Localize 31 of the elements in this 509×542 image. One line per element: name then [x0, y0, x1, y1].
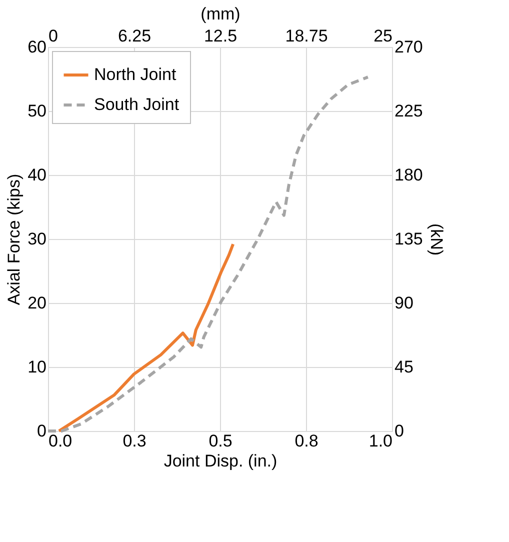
x2-tick-label: 18.75 — [285, 26, 328, 46]
y-tick-label: 0 — [37, 422, 46, 440]
line-series — [58, 242, 235, 432]
x2-tick-label: 0 — [48, 26, 58, 46]
x2-axis-title: (mm) — [200, 4, 240, 24]
y-tick-label: 50 — [28, 102, 46, 120]
x-tick-label: 0.5 — [208, 432, 232, 450]
y2-tick-label: 180 — [394, 166, 423, 184]
y2-tick-label: 90 — [394, 294, 414, 312]
y2-tick-label: 135 — [394, 230, 423, 248]
y2-tick-label: 45 — [394, 358, 414, 376]
y-tick-label: 40 — [28, 166, 46, 184]
x-axis-title: Joint Disp. (in.) — [164, 452, 278, 470]
legend-label: South Joint — [94, 95, 180, 114]
y-tick-label: 20 — [28, 294, 46, 312]
x2-tick-label: 6.25 — [118, 26, 152, 46]
y2-axis-title: (kN) — [426, 223, 446, 256]
y2-tick-label: 225 — [394, 102, 423, 120]
y2-tick-label: 270 — [394, 38, 423, 56]
x-tick-label: 1.0 — [368, 432, 392, 450]
x-tick-label: 0.0 — [48, 432, 72, 450]
x2-tick-label: 12.5 — [204, 26, 238, 46]
x-tick-label: 0.3 — [122, 432, 146, 450]
x2-tick-label: 25 — [374, 26, 392, 46]
y2-tick-label: 0 — [394, 422, 404, 440]
legend-label: North Joint — [94, 65, 176, 84]
y-axis-title: Axial Force (kips) — [4, 174, 24, 306]
x-tick-label: 0.8 — [294, 432, 318, 450]
y-tick-label: 60 — [28, 38, 46, 56]
y-tick-label: 10 — [28, 358, 46, 376]
y-tick-label: 30 — [28, 230, 46, 248]
